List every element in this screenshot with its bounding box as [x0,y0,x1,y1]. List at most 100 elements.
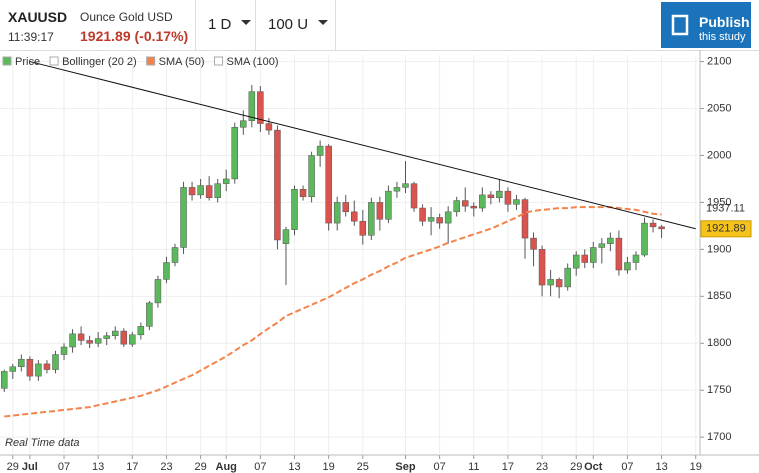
candle-body [86,340,93,344]
candle-body [419,207,426,222]
candle-body [555,279,563,288]
candle-body [342,202,349,213]
candle-body [581,254,589,263]
candle-body [282,229,290,244]
range-dropdown[interactable]: 100 U [256,0,336,50]
legend-label: SMA (50) [159,56,205,68]
candle-body [351,211,358,222]
candle-body [214,183,221,198]
legend-label: SMA (100) [227,56,279,68]
legend-label: Price [15,56,40,68]
candle-body [129,334,136,345]
x-tick-label: 07 [434,461,446,473]
candle-body [393,187,401,192]
time: 11:39:17 [8,30,54,44]
legend-label: Bollinger (20 2) [62,56,137,68]
symbol: XAUUSD [8,9,68,25]
x-tick-label: 19 [323,461,335,473]
x-tick-label: 19 [690,461,702,473]
candle-body [43,363,51,370]
candle-body [35,363,42,377]
x-tick-label: 13 [288,461,300,473]
candle-body [598,243,606,248]
candle-body [52,354,59,370]
candle-body [402,183,409,188]
candle-body [257,91,264,124]
candle-body [103,335,110,339]
candle-body [359,220,367,236]
header: XAUUSD Ounce Gold USD 11:39:17 1921.89 (… [0,0,759,51]
y-tick-label: 1800 [707,337,731,349]
candle-body [299,189,307,198]
x-tick-label: 17 [126,461,138,473]
candle-body [538,249,546,286]
y-tick-label: 1700 [707,431,731,443]
x-tick-label: 11 [468,461,479,473]
candle-body [658,226,665,230]
legend-item: Bollinger (20 2) [49,56,137,68]
candle-body [513,199,520,205]
publish-label[interactable]: Publish [699,14,750,30]
candle-body [590,247,597,263]
candle-body [521,199,529,239]
legend-item: SMA (100) [214,56,279,68]
candle-body [325,145,332,224]
y-tick-label: 2050 [707,102,731,114]
y-tick-label: 1750 [707,384,731,396]
publish-button[interactable]: Publish this study [661,2,751,48]
interval-dropdown[interactable]: 1 D [196,0,256,50]
candle-body [496,190,503,198]
candle-body [368,202,375,236]
x-tick-label: 07 [254,461,266,473]
candle-body [641,222,648,256]
candle-body [461,200,469,207]
candle-body [624,262,631,271]
candle-body [530,237,537,250]
legend-swatch [49,56,59,66]
publish-sub[interactable]: this study [699,31,746,43]
candle-body [470,205,478,209]
sma-label: 1937.11 [706,202,745,214]
candle-body [308,155,315,198]
candle-body [1,371,8,389]
candle-body [436,217,443,224]
x-tick-label: 29 [194,461,206,473]
candle-body [615,237,623,271]
y-tick-label: 1900 [707,243,731,255]
candle-body [26,358,34,377]
candle-body [444,211,452,224]
candle-body [547,279,554,286]
trendline [29,61,696,230]
x-tick-label: 07 [58,461,70,473]
x-tick-label: 23 [160,461,172,473]
candle-body [180,187,187,248]
publish-icon [671,14,689,36]
legend-swatch [2,56,12,66]
candle-body [649,222,657,228]
sma-line [4,206,662,418]
candle-body [120,330,128,345]
candle-body [274,129,281,241]
candle-body [487,194,495,198]
interval[interactable]: 1 D [208,16,251,33]
x-tick-label: Oct [584,461,603,473]
x-tick-label: Aug [216,461,237,473]
quote: 1921.89 (-0.17%) [80,28,189,44]
candle-body [154,279,162,304]
price-label-box [700,220,752,238]
candle-body [60,346,68,355]
candle-body [265,123,273,131]
candle-body [453,200,460,213]
candle-body [427,217,435,222]
x-tick-label: 07 [621,461,633,473]
x-tick-label: 29 [570,461,582,473]
candle-body [94,338,102,344]
candle-body [479,194,486,209]
candle-body [137,326,145,336]
candle-body [385,190,392,220]
candle-body [410,183,418,209]
x-tick-label: Jul [22,461,38,473]
range[interactable]: 100 U [268,16,328,33]
